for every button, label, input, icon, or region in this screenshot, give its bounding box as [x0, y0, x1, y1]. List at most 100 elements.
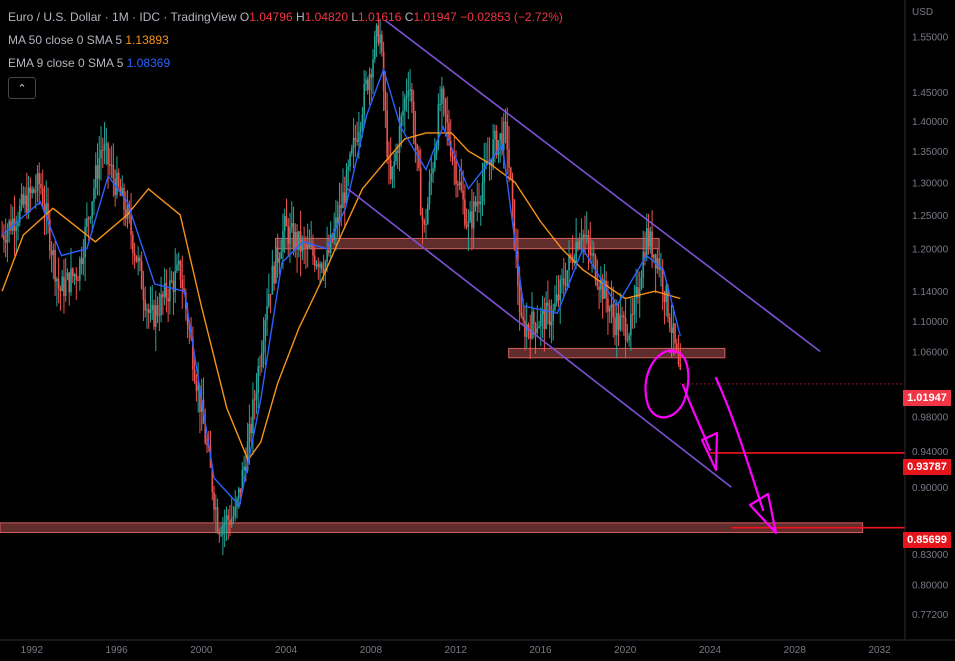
candle-body: [501, 133, 503, 151]
candle-body: [200, 399, 203, 412]
collapse-legend-button[interactable]: ⌃: [8, 77, 36, 99]
candle-body: [562, 278, 565, 285]
candle-body: [425, 223, 427, 225]
candle-body: [379, 34, 381, 44]
candle-body: [668, 317, 671, 328]
ma-row[interactable]: MA 50 close 0 SMA 5 1.13893: [8, 29, 563, 52]
candle-body: [642, 251, 645, 278]
candle-body: [287, 226, 290, 244]
candle-body: [31, 189, 33, 194]
x-tick-label: 2032: [868, 645, 891, 656]
candle-body: [630, 314, 632, 336]
x-tick-label: 2008: [360, 645, 383, 656]
candle-body: [170, 280, 173, 282]
candle-body: [612, 304, 615, 318]
candle-body: [577, 241, 579, 249]
candle-body: [566, 270, 569, 286]
candle-body: [624, 317, 627, 340]
candle-body: [49, 219, 51, 251]
candle-body: [63, 276, 65, 297]
chevron-up-icon: ⌃: [17, 82, 27, 95]
candle-body: [373, 36, 376, 60]
candle-body: [358, 131, 360, 142]
candle-body: [377, 25, 380, 44]
candle-body: [324, 261, 327, 273]
candle-body: [59, 288, 62, 291]
candle-body: [598, 286, 600, 290]
candle-body: [333, 228, 335, 240]
y-tick-label: 1.06000: [912, 348, 949, 359]
drawings: [347, 20, 905, 535]
y-tick-label: 1.30000: [912, 178, 949, 189]
y-tick-label: 1.14000: [912, 287, 949, 298]
candle-body: [290, 223, 293, 228]
candle-body: [17, 222, 19, 227]
candle-body: [310, 245, 313, 248]
candle-body: [472, 201, 475, 229]
candle-body: [278, 258, 281, 263]
x-tick-label: 2004: [275, 645, 298, 656]
candle-body: [218, 532, 221, 535]
candle-body: [478, 201, 480, 205]
candle-body: [603, 280, 606, 299]
candle-body: [273, 265, 275, 284]
candle-body: [116, 172, 118, 195]
candle-body: [100, 149, 102, 159]
y-tick-label: 1.10000: [912, 317, 949, 328]
candle-body: [41, 187, 44, 205]
candle-body: [502, 121, 505, 151]
candle-body: [326, 250, 328, 262]
candle-body: [340, 204, 343, 209]
candle-body: [197, 385, 199, 391]
sr-zone-0: [275, 237, 660, 250]
candle-body: [356, 139, 358, 142]
candle-body: [158, 315, 161, 317]
candle-body: [541, 309, 544, 315]
y-tick-label: 0.90000: [912, 483, 949, 494]
candle-body: [18, 205, 21, 223]
candle-body: [365, 79, 367, 84]
candle-body: [361, 114, 364, 127]
candle-body: [225, 515, 228, 523]
candle-body: [252, 399, 254, 434]
candle-body: [216, 507, 219, 533]
candle-body: [540, 314, 542, 326]
candle-body: [638, 288, 641, 298]
y-tick-label: 0.94000: [912, 447, 949, 458]
ema-row[interactable]: EMA 9 close 0 SMA 5 1.08369: [8, 52, 563, 75]
candle-body: [79, 258, 81, 281]
candle-body: [177, 260, 180, 265]
candle-body: [8, 220, 10, 231]
symbol-title[interactable]: Euro / U.S. Dollar · 1M · IDC · TradingV…: [8, 10, 237, 24]
candle-body: [608, 307, 611, 312]
candle-body: [607, 298, 609, 312]
candle-body: [474, 201, 477, 207]
candle-body: [294, 231, 297, 248]
candle-body: [133, 252, 136, 256]
ma-value: 1.13893: [125, 33, 169, 47]
candle-body: [615, 313, 618, 336]
candle-body: [497, 140, 500, 155]
candle-body: [253, 399, 256, 401]
candle-body: [555, 294, 558, 304]
candle-body: [98, 158, 101, 179]
candle-body: [656, 258, 659, 269]
candle-body: [633, 298, 636, 315]
candle-body: [469, 211, 471, 222]
candle-body: [230, 518, 233, 526]
candle-body: [248, 424, 251, 442]
candle-body: [312, 245, 314, 256]
candle-body: [308, 244, 311, 248]
candle-body: [522, 316, 524, 321]
candle-body: [552, 309, 554, 322]
candle-body: [93, 188, 95, 202]
candle-body: [296, 231, 298, 250]
candle-body: [584, 234, 586, 238]
candle-body: [462, 190, 464, 200]
x-tick-label: 1996: [105, 645, 128, 656]
candle-body: [388, 157, 390, 161]
candle-body: [142, 288, 145, 300]
candle-body: [391, 166, 394, 180]
candle-body: [110, 164, 113, 166]
